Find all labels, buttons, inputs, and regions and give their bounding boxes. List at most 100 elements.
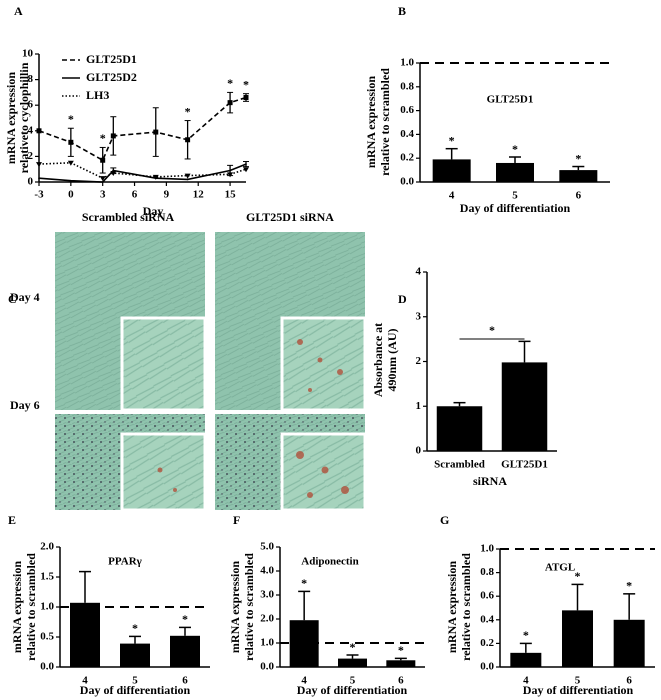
marker xyxy=(227,100,233,106)
panel-letter: B xyxy=(398,4,406,18)
y-tick-label: 2.0 xyxy=(260,613,274,625)
bar xyxy=(562,610,593,667)
y-axis-label: mRNA expression xyxy=(228,561,242,653)
marker xyxy=(110,133,116,139)
micrograph-grid xyxy=(55,232,367,512)
panel-label: GLT25D1 xyxy=(487,94,534,106)
y-axis-label: Absorbance at xyxy=(371,323,385,397)
significance: * xyxy=(489,323,495,337)
bar xyxy=(496,162,534,182)
x-tick-label: 9 xyxy=(164,189,170,201)
bar xyxy=(386,660,416,667)
y-tick-label: 0.4 xyxy=(400,128,414,140)
y-tick-label: 2 xyxy=(28,150,34,162)
marker xyxy=(227,172,234,178)
marker xyxy=(36,162,42,168)
x-tick-label: 6 xyxy=(182,675,188,687)
x-axis-label: Day of differentiation xyxy=(523,683,634,697)
x-tick-label: 4 xyxy=(82,675,88,687)
series-line xyxy=(38,96,247,162)
y-tick-label: 0.8 xyxy=(400,80,414,92)
x-tick-label: 5 xyxy=(575,675,581,687)
panel-letter: A xyxy=(14,4,23,18)
y-tick-label: 4 xyxy=(28,124,34,136)
marker xyxy=(243,167,249,173)
significance: * xyxy=(227,76,233,90)
significance: * xyxy=(523,628,529,642)
marker xyxy=(68,139,74,145)
y-tick-label: 0.6 xyxy=(400,104,414,116)
panel-label: PPARγ xyxy=(108,556,142,568)
y-axis-label: mRNA expression xyxy=(445,561,459,653)
significance: * xyxy=(182,612,188,626)
marker xyxy=(70,179,72,182)
marker xyxy=(100,157,106,163)
y-tick-label: 3.0 xyxy=(260,589,274,601)
y-tick-label: 4.0 xyxy=(260,565,274,577)
marker xyxy=(99,176,106,182)
bar xyxy=(510,652,542,667)
bar xyxy=(120,643,150,667)
panel-letter: D xyxy=(398,292,407,306)
x-tick-label: 12 xyxy=(193,189,205,201)
bar xyxy=(432,159,471,182)
bar xyxy=(559,170,598,182)
y-tick-label: 0.0 xyxy=(260,661,274,673)
y-axis-label: relativeto cyclophillin xyxy=(17,62,31,173)
y-tick-label: 0.4 xyxy=(480,613,494,625)
marker xyxy=(112,169,115,172)
y-tick-label: 1.0 xyxy=(400,57,414,69)
x-tick-label: 6 xyxy=(576,190,582,202)
y-tick-label: 0.0 xyxy=(480,661,494,673)
column-label: GLT25D1 siRNA xyxy=(246,210,334,224)
x-tick-label: Scrambled xyxy=(434,459,485,471)
y-axis-label: mRNA expression xyxy=(364,76,378,168)
bar xyxy=(170,635,200,667)
bar xyxy=(613,619,645,667)
legend-label: GLT25D1 xyxy=(86,52,137,66)
y-tick-label: 3 xyxy=(416,310,422,322)
x-tick-label: GLT25D1 xyxy=(501,459,548,471)
y-tick-label: 6 xyxy=(28,99,34,111)
marker xyxy=(245,163,247,165)
micrograph-inset xyxy=(120,432,207,512)
y-tick-label: 1.0 xyxy=(260,637,274,649)
marker xyxy=(229,169,231,172)
y-tick-label: 0.2 xyxy=(400,152,414,164)
y-tick-label: 1.0 xyxy=(480,543,494,555)
significance: * xyxy=(575,569,581,583)
x-tick-label: 4 xyxy=(449,190,455,202)
marker xyxy=(185,137,191,143)
significance: * xyxy=(100,131,106,145)
y-tick-label: 10 xyxy=(22,48,34,60)
y-tick-label: 1.5 xyxy=(40,571,54,583)
y-tick-label: 8 xyxy=(28,73,34,85)
y-axis-label: mRNA expression xyxy=(10,561,24,653)
x-tick-label: 0 xyxy=(68,189,74,201)
x-axis-label: siRNA xyxy=(473,474,507,488)
significance: * xyxy=(243,77,249,91)
significance: * xyxy=(626,579,632,593)
marker xyxy=(153,129,159,135)
marker xyxy=(152,174,159,180)
bar xyxy=(70,602,100,667)
y-tick-label: 0 xyxy=(28,176,34,188)
micrograph-inset xyxy=(280,316,367,412)
panel-label: ATGL xyxy=(545,562,575,574)
y-tick-label: 0 xyxy=(416,445,422,457)
y-axis-label: mRNA expression xyxy=(4,72,18,164)
x-tick-label: 6 xyxy=(626,675,632,687)
row-label: Day 4 xyxy=(10,290,40,304)
y-axis-label: relative to scrambled xyxy=(242,553,256,661)
y-tick-label: 0.6 xyxy=(480,590,494,602)
marker xyxy=(243,95,249,101)
x-tick-label: 6 xyxy=(132,189,138,201)
lipid-droplets xyxy=(157,339,349,498)
y-tick-label: 0.2 xyxy=(480,637,494,649)
y-axis-label: relative to scrambled xyxy=(24,553,38,661)
bar xyxy=(289,620,319,667)
marker xyxy=(184,173,191,179)
legend-label: LH3 xyxy=(86,88,109,102)
x-tick-label: 6 xyxy=(398,675,404,687)
